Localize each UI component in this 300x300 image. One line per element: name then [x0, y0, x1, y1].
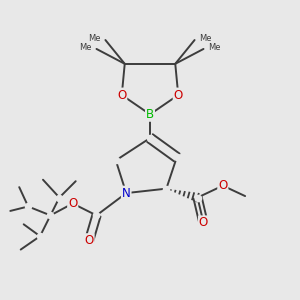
Text: O: O [117, 88, 126, 101]
Text: Me: Me [208, 43, 220, 52]
Text: N: N [122, 187, 130, 200]
Text: O: O [199, 216, 208, 229]
Text: Me: Me [88, 34, 101, 43]
Text: Me: Me [80, 43, 92, 52]
Text: Me: Me [199, 34, 211, 43]
Text: B: B [146, 108, 154, 121]
Text: O: O [68, 197, 77, 210]
Text: O: O [174, 88, 183, 101]
Text: O: O [218, 179, 227, 192]
Text: O: O [84, 234, 94, 247]
